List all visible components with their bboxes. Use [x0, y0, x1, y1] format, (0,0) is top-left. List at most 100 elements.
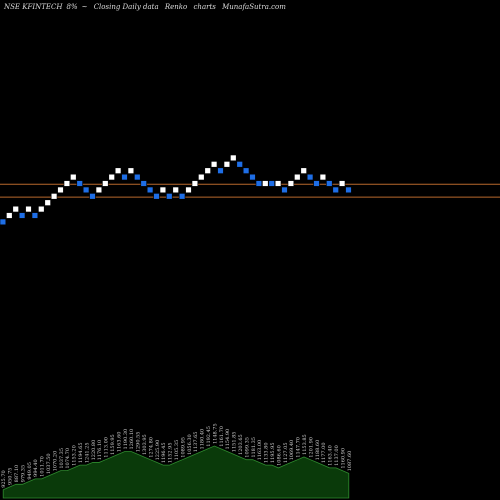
ticker-symbol: NSE KFINTECH	[4, 3, 63, 11]
renko-brick-up	[287, 180, 295, 187]
tick-label: 1152.95	[168, 442, 174, 463]
tick-label: 1161.70	[219, 426, 225, 447]
tick-label: 1153.20	[72, 445, 78, 466]
renko-brick-down	[255, 180, 263, 187]
renko-brick-down	[153, 193, 160, 200]
renko-brick-down	[166, 193, 173, 200]
tick-label: 949.05	[27, 462, 33, 480]
tick-label: 1303.95	[142, 434, 148, 455]
site-watermark: MunafaSutra.com	[222, 3, 286, 11]
renko-brick-up	[300, 167, 307, 174]
renko-bricks	[0, 154, 352, 226]
tick-label: 1290.55	[136, 432, 142, 453]
renko-brick-down	[313, 180, 320, 187]
renko-brick-down	[18, 212, 26, 219]
tick-label: 994.40	[33, 459, 39, 477]
renko-brick-down	[140, 180, 147, 187]
tick-label: 1188.60	[315, 440, 321, 461]
renko-brick-up	[210, 161, 218, 168]
tick-label: 1133.80	[264, 442, 270, 463]
renko-brick-down	[31, 212, 39, 219]
renko-brick-up	[127, 167, 135, 174]
tick-label: 1105.35	[174, 440, 180, 461]
renko-brick-up	[172, 186, 179, 194]
tick-label: 1260.10	[129, 429, 135, 450]
tick-label: 1011.70	[40, 456, 46, 477]
tick-label: 1154.90	[225, 429, 231, 450]
renko-brick-down	[178, 193, 186, 200]
tick-label: 1196.45	[161, 442, 167, 463]
renko-brick-down	[217, 167, 224, 174]
tick-label: 1194.65	[78, 442, 84, 463]
renko-brick-up	[95, 186, 103, 194]
volume-fill	[2, 445, 350, 499]
renko-brick-down	[89, 193, 96, 200]
tick-label: 1180.40	[200, 429, 206, 450]
renko-brick-down	[82, 186, 90, 194]
tick-label: 1074.70	[65, 448, 71, 469]
renko-brick-up	[70, 173, 77, 181]
tick-label: 1087.60	[347, 451, 353, 472]
renko-brick-up	[223, 161, 231, 168]
renko-brick-down	[146, 186, 154, 194]
chart-suffix: charts	[193, 3, 216, 11]
renko-brick-up	[25, 205, 32, 213]
tick-label: 1201.90	[308, 437, 314, 458]
renko-brick-up	[262, 180, 269, 187]
renko-brick-up	[44, 199, 51, 206]
tick-label: 1069.40	[289, 440, 295, 461]
tick-label: 1176.10	[97, 440, 103, 461]
renko-brick-up	[57, 186, 64, 194]
tick-label: 1153.85	[302, 434, 308, 455]
change-percent: 8%	[66, 3, 78, 11]
tick-labels: 925.70 950.75 887.10 979.35 949.05 994.40 1011…	[1, 423, 353, 487]
renko-brick-up	[63, 180, 71, 187]
renko-brick-up	[50, 193, 58, 200]
renko-brick-up	[12, 205, 19, 213]
renko-brick-down	[134, 173, 141, 181]
renko-brick-down	[242, 167, 250, 174]
renko-brick-down	[306, 173, 314, 181]
tick-label: 1137.00	[334, 445, 340, 466]
tick-label: 1241.25	[84, 442, 90, 463]
renko-brick-down	[332, 186, 339, 194]
renko-brick-up	[230, 154, 237, 162]
renko-brick-up	[319, 173, 327, 181]
renko-brick-up	[204, 167, 211, 174]
tick-label: 950.75	[8, 468, 14, 486]
tick-label: 1086.60	[276, 445, 282, 466]
renko-brick-up	[274, 180, 282, 187]
tick-label: 1127.05	[283, 442, 289, 463]
chart-kind: Renko	[164, 3, 188, 11]
tick-label: 1070.20	[52, 451, 58, 472]
renko-brick-up	[294, 173, 301, 181]
renko-brick-up	[185, 186, 192, 194]
tick-label: 1181.35	[251, 437, 257, 458]
tick-label: 1137.65	[193, 432, 199, 453]
renko-brick-down	[268, 180, 275, 187]
renko-brick-down	[0, 218, 7, 226]
renko-brick-down	[121, 173, 128, 181]
tick-label: 979.35	[20, 465, 26, 483]
tick-label: 1225.90	[155, 440, 161, 461]
tick-label: 1163.60	[116, 432, 122, 453]
tick-label: 1037.50	[46, 453, 52, 474]
tick-label: 1089.95	[180, 437, 186, 458]
renko-brick-up	[114, 167, 122, 174]
renko-brick-down	[345, 186, 352, 194]
renko-brick-down	[281, 186, 288, 194]
tick-label: 1151.85	[232, 432, 238, 453]
tick-label: 1195.95	[270, 442, 276, 463]
tick-label: 925.70	[1, 470, 7, 488]
tick-label: 1220.80	[91, 440, 97, 461]
renko-brick-up	[159, 186, 167, 194]
tick-label: 1160.90	[340, 448, 346, 469]
tick-label: 1163.00	[257, 440, 263, 461]
tick-label: 1099.35	[244, 437, 250, 458]
reference-lines	[0, 183, 500, 198]
chart-header: NSE KFINTECH 8% ~ Closing Daily data Renko…	[4, 3, 290, 11]
tick-label: 1056.30	[187, 434, 193, 455]
tick-label: 1192.45	[206, 426, 212, 447]
renko-brick-up	[338, 180, 346, 187]
